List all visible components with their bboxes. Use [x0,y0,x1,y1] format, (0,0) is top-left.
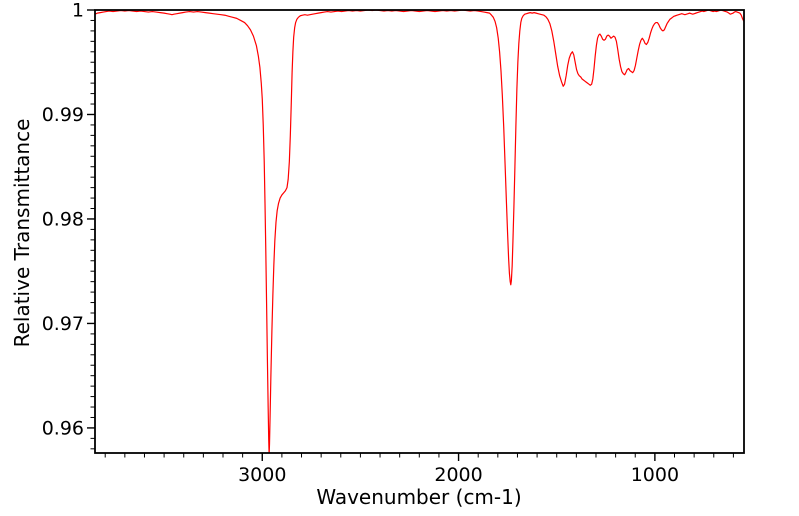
y-tick-label: 1 [72,0,84,22]
y-axis-title: Relative Transmittance [10,119,34,348]
curve-layer [95,10,744,453]
spectrum-line [95,10,744,453]
minor-ticks [90,19,734,458]
x-axis-title: Wavenumber (cm-1) [316,485,521,509]
x-tick-label: 1000 [631,464,679,486]
y-tick-label: 0.99 [42,104,84,126]
y-tick-label: 0.97 [42,313,84,335]
major-ticks [87,9,656,461]
plot-frame [94,9,745,454]
x-tick-label: 2000 [434,464,482,486]
y-tick-label: 0.96 [42,417,84,439]
x-tick-label: 3000 [238,464,286,486]
tick-labels: 3000 2000 1000 1 0.99 0.98 0.97 0.96 [42,0,679,486]
y-tick-label: 0.98 [42,208,84,230]
